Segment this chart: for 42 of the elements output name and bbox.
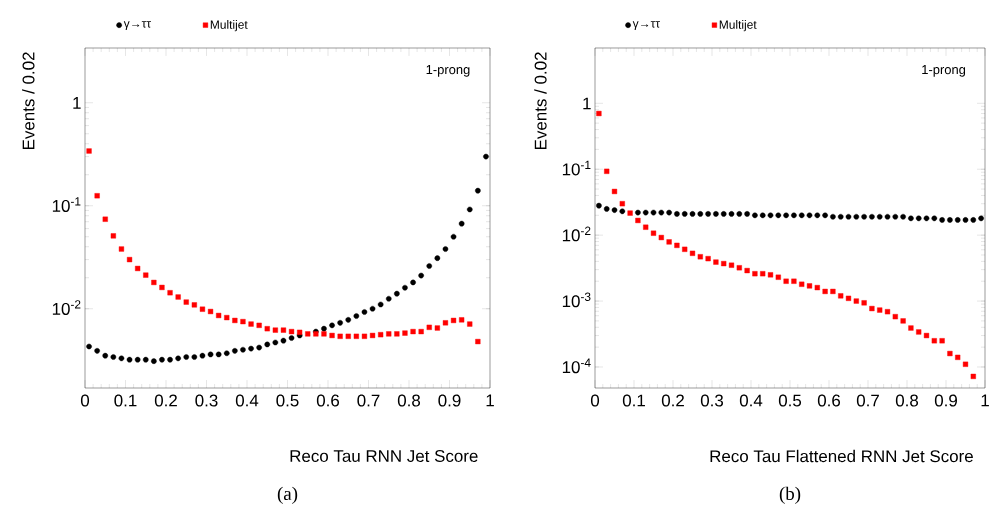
y-tick-label: 10$^{-1}$: [562, 160, 591, 176]
y-tick-label: 10$^{-1}$: [52, 197, 81, 212]
y-tick-label: 10$^{-4}$: [562, 358, 591, 374]
x-tick-label: 0.8: [397, 394, 421, 407]
x-tick-label: 0.9: [438, 394, 461, 407]
x-tick-label: 0: [80, 394, 90, 407]
x-tick-label: 0.7: [357, 394, 380, 407]
y-axis-title: Events / 0.02: [534, 52, 547, 149]
y-tick-label: 1: [583, 97, 591, 110]
x-tick-label: 0.4: [235, 394, 259, 407]
x-tick-label: 0.2: [661, 394, 684, 407]
annotation: 1-prong: [426, 65, 470, 77]
annotation: 1-prong: [922, 65, 966, 77]
legend-label: Multijet: [210, 20, 248, 32]
y-axis-title: Events / 0.02: [22, 52, 35, 149]
legend-label: Multijet: [719, 20, 757, 32]
y-tick-label: 10$^{-3}$: [562, 292, 591, 308]
x-tick-label: 0.5: [276, 394, 299, 407]
x-tick-label: 1: [486, 394, 494, 407]
x-tick-label: 0: [590, 394, 600, 407]
text: (a): [277, 486, 298, 504]
x-tick-label: 0.7: [856, 394, 879, 407]
x-tick-label: 0.2: [154, 394, 177, 407]
x-tick-label: 0.3: [700, 394, 724, 407]
x-tick-label: 0.1: [114, 394, 137, 407]
x-axis-title: Reco Tau Flattened RNN Jet Score: [710, 449, 973, 463]
y-tick-label: 10$^{-2}$: [52, 300, 81, 315]
y-tick-label: 1: [73, 97, 81, 109]
x-tick-label: 0.8: [895, 394, 919, 407]
x-tick-label: 0.9: [934, 394, 957, 407]
legend-label: γ→ττ: [123, 21, 151, 31]
y-tick-label: 10$^{-2}$: [562, 226, 591, 242]
x-tick-label: 0.3: [195, 394, 218, 407]
x-tick-label: 0.6: [316, 394, 340, 407]
x-axis-title: Reco Tau RNN Jet Score: [290, 450, 478, 462]
x-tick-label: 1: [981, 394, 989, 407]
legend-label: γ→ττ: [632, 21, 660, 31]
x-tick-label: 0.4: [739, 394, 763, 407]
text: (b): [779, 486, 801, 504]
x-tick-label: 0.6: [817, 394, 841, 407]
x-tick-label: 0.1: [622, 394, 645, 407]
x-tick-label: 0.5: [778, 394, 802, 407]
